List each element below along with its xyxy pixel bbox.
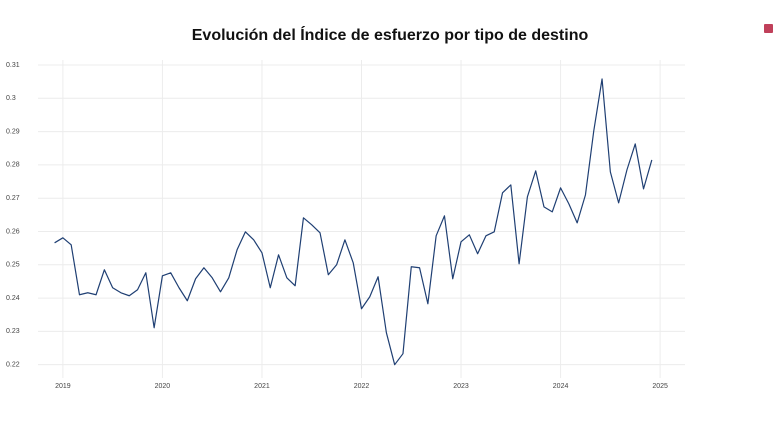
y-tick-label: 0.29 [6,128,20,135]
y-tick-label: 0.22 [6,362,20,369]
x-tick-label: 2022 [354,383,370,390]
x-tick-label: 2024 [553,383,569,390]
line-series [54,78,653,366]
y-tick-label: 0.27 [6,195,20,202]
y-tick-label: 0.26 [6,228,20,235]
y-tick-label: 0.28 [6,162,20,169]
x-tick-label: 2023 [453,383,469,390]
y-tick-label: 0.3 [6,95,16,102]
y-tick-label: 0.31 [6,62,20,69]
x-tick-label: 2020 [155,383,171,390]
y-tick-label: 0.25 [6,262,20,269]
y-tick-label: 0.24 [6,295,20,302]
x-tick-label: 2019 [55,383,71,390]
modebar-icon[interactable] [764,24,773,33]
x-tick-label: 2021 [254,383,270,390]
x-tick-label: 2025 [652,383,668,390]
y-tick-label: 0.23 [6,328,20,335]
chart-title: Evolución del Índice de esfuerzo por tip… [192,25,589,44]
